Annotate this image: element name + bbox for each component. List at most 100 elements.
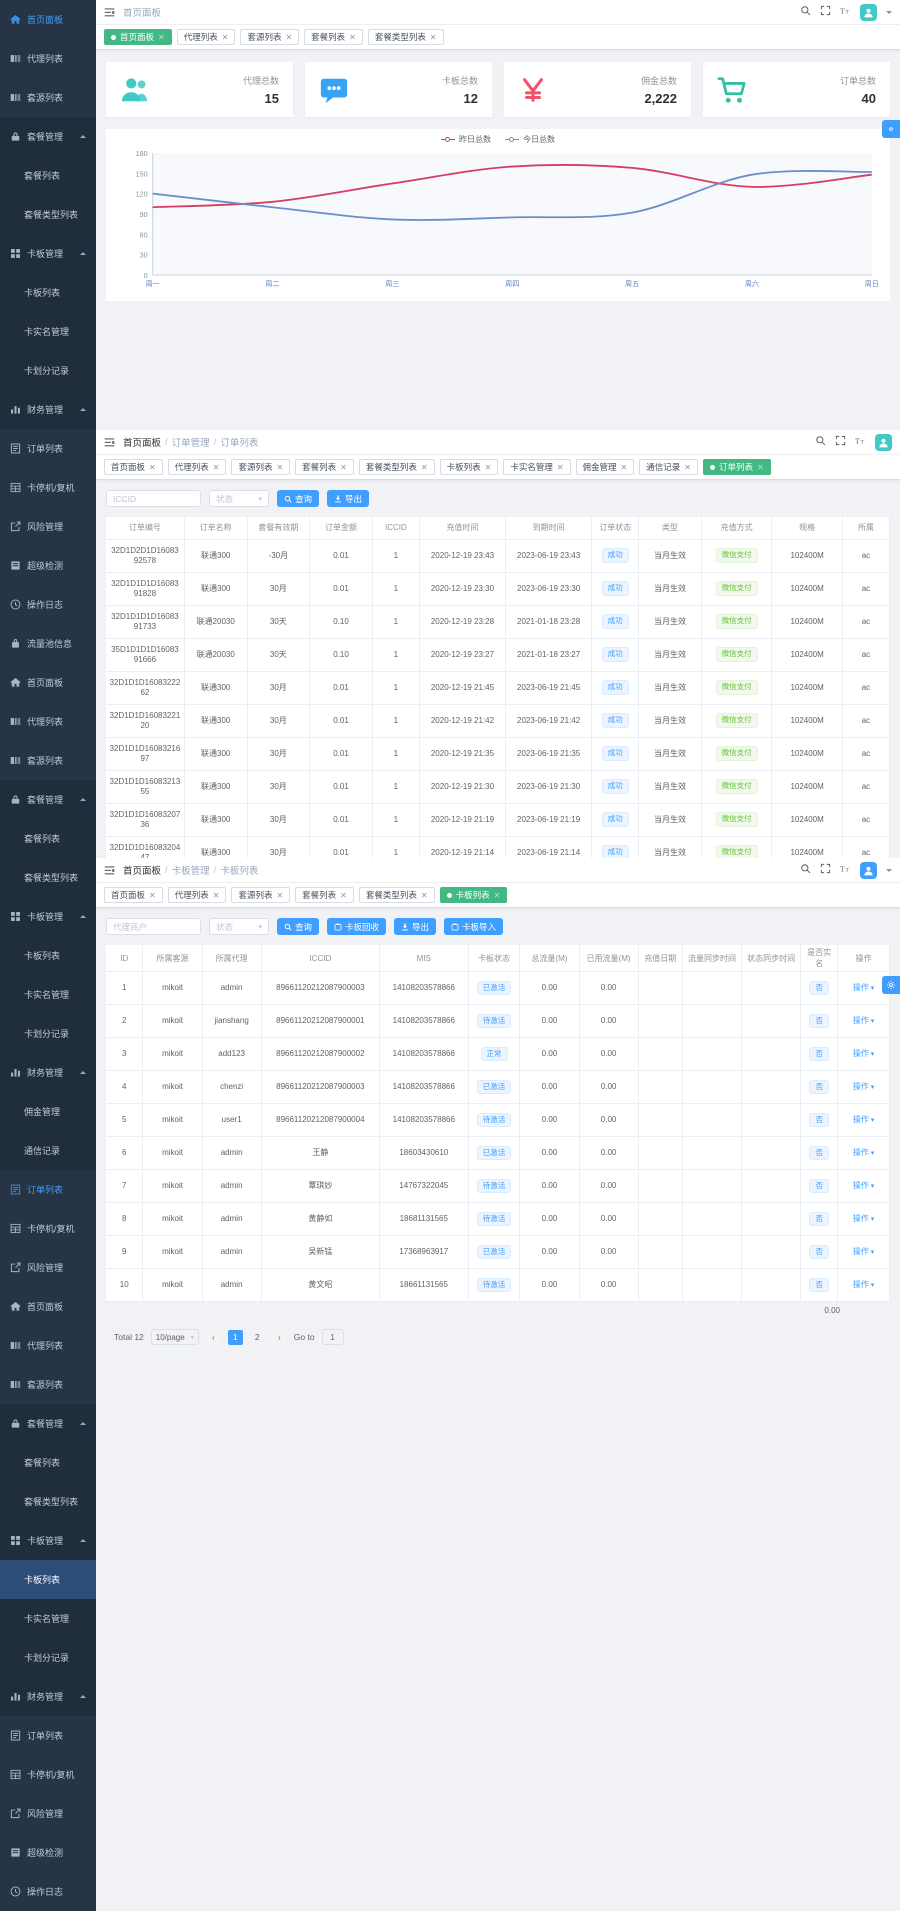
- tab-3[interactable]: 套餐列表 ✕: [304, 29, 363, 45]
- sidebar-item-8[interactable]: 卡实名管理: [0, 1599, 96, 1638]
- table-row[interactable]: 3 mikoit add123 89661120212087900002 1410820…: [106, 1037, 890, 1071]
- column-header[interactable]: 订单编号: [106, 517, 185, 540]
- sidebar-item-7[interactable]: 卡板列表: [0, 936, 96, 975]
- export-button[interactable]: 导出: [327, 490, 370, 507]
- tab-4[interactable]: 套餐类型列表 ✕: [367, 29, 444, 45]
- close-icon[interactable]: ✕: [493, 890, 501, 900]
- sidebar-item-5[interactable]: 套餐类型列表: [0, 195, 96, 234]
- column-header[interactable]: 充值方式: [701, 517, 773, 540]
- column-header[interactable]: ID: [106, 945, 144, 972]
- row-action-button[interactable]: 操作: [852, 1081, 869, 1091]
- sidebar-item-11[interactable]: 订单列表: [0, 1716, 96, 1755]
- sidebar-item-3[interactable]: 套餐管理: [0, 117, 96, 156]
- tab-2[interactable]: 套源列表 ✕: [231, 887, 291, 903]
- sidebar-item-2[interactable]: 套源列表: [0, 741, 96, 780]
- close-icon[interactable]: ✕: [221, 32, 229, 42]
- row-action-button[interactable]: 操作: [852, 982, 869, 992]
- column-header[interactable]: 充值时间: [419, 517, 507, 540]
- settings-gear-icon[interactable]: [882, 976, 900, 994]
- row-action-button[interactable]: 操作: [852, 1213, 869, 1223]
- table-row[interactable]: 32D1D1D1608320736 联通300 30月 0.01 1 2020-12-19…: [106, 803, 890, 837]
- sidebar-item-1[interactable]: 代理列表: [0, 1326, 96, 1365]
- column-header[interactable]: 总流量(M): [519, 945, 580, 972]
- chevron-down-icon[interactable]: ▾: [868, 1116, 875, 1124]
- row-action-button[interactable]: 操作: [852, 1180, 869, 1190]
- sidebar-item-5[interactable]: 套餐类型列表: [0, 1482, 96, 1521]
- column-header[interactable]: 状态同步时间: [741, 945, 802, 972]
- close-icon[interactable]: ✕: [556, 462, 564, 472]
- sidebar-item-14[interactable]: 超级检测: [0, 546, 96, 585]
- chevron-down-icon[interactable]: ▾: [868, 1182, 875, 1190]
- column-header[interactable]: 已用流量(M): [579, 945, 639, 972]
- tab-3[interactable]: 套餐列表 ✕: [295, 459, 354, 475]
- column-header[interactable]: 充值日期: [638, 945, 683, 972]
- sidebar-item-12[interactable]: 卡停机/复机: [0, 1755, 96, 1794]
- sidebar-item-4[interactable]: 套餐列表: [0, 819, 96, 858]
- page-number-1[interactable]: 1: [227, 1329, 243, 1345]
- sidebar-item-2[interactable]: 套源列表: [0, 78, 96, 117]
- tab-0[interactable]: 首页面板 ✕: [104, 887, 163, 903]
- sidebar-item-2[interactable]: 套源列表: [0, 1365, 96, 1404]
- column-header[interactable]: 所属: [842, 517, 890, 540]
- sidebar-item-3[interactable]: 套餐管理: [0, 1404, 96, 1443]
- chevron-down-icon[interactable]: ▾: [868, 1017, 875, 1025]
- table-row[interactable]: 10 mikoit admin 黄文昭 18661131565 待激活 0.00 0.00 否操…: [106, 1268, 890, 1302]
- tab-3[interactable]: 套餐列表 ✕: [295, 887, 354, 903]
- sidebar-item-4[interactable]: 套餐列表: [0, 156, 96, 195]
- fullscreen-icon[interactable]: [820, 863, 831, 877]
- sidebar-item-15[interactable]: 操作日志: [0, 585, 96, 624]
- legend-item-0[interactable]: 昨日总数: [441, 134, 491, 145]
- avatar[interactable]: [860, 861, 877, 879]
- close-icon[interactable]: ✕: [484, 462, 492, 472]
- close-icon[interactable]: ✕: [684, 462, 691, 472]
- sidebar-item-6[interactable]: 卡板管理: [0, 1521, 96, 1560]
- table-row[interactable]: 8 mikoit admin 黄静如 18681131565 待激活 0.00 0.00 否操作…: [106, 1202, 890, 1236]
- avatar[interactable]: [860, 3, 877, 21]
- sidebar-item-0[interactable]: 首页面板: [0, 663, 96, 702]
- table-row[interactable]: 32D1D1D1608322120 联通300 30月 0.01 1 2020-12-19…: [106, 704, 890, 738]
- sidebar-item-9[interactable]: 卡划分记录: [0, 1638, 96, 1677]
- column-header[interactable]: MIS: [379, 945, 469, 972]
- table-row[interactable]: 32D1D1D1608321697 联通300 30月 0.01 1 2020-12-19…: [106, 737, 890, 771]
- row-action-button[interactable]: 操作: [852, 1279, 869, 1289]
- chevron-down-icon[interactable]: ▾: [868, 1083, 875, 1091]
- sidebar-item-0[interactable]: 首页面板: [0, 1287, 96, 1326]
- chevron-down-icon[interactable]: ▾: [868, 1248, 875, 1256]
- chevron-down-icon[interactable]: ▾: [868, 984, 875, 992]
- search-icon[interactable]: [800, 863, 811, 877]
- chevron-down-icon[interactable]: ▾: [868, 1149, 875, 1157]
- iccid-input[interactable]: ICCID: [106, 490, 201, 507]
- page-size-select[interactable]: 10/page ▾: [150, 1329, 199, 1345]
- sidebar-item-0[interactable]: 首页面板: [0, 0, 96, 39]
- sidebar-item-5[interactable]: 套餐类型列表: [0, 858, 96, 897]
- chevron-down-icon[interactable]: ▾: [868, 1215, 875, 1223]
- tab-5[interactable]: 卡板列表 ✕: [439, 459, 499, 475]
- close-icon[interactable]: ✕: [285, 32, 293, 42]
- table-row[interactable]: 7 mikoit admin 覃琪妙 14767322045 待激活 0.00 0.00 否操作…: [106, 1169, 890, 1203]
- sidebar-item-11[interactable]: 佣金管理: [0, 1092, 96, 1131]
- column-header[interactable]: 操作: [837, 945, 890, 972]
- sidebar-item-10[interactable]: 财务管理: [0, 1677, 96, 1716]
- sidebar-item-7[interactable]: 卡板列表: [0, 273, 96, 312]
- table-row[interactable]: 2 mikoit jianshang 89661120212087900001 1410…: [106, 1004, 890, 1038]
- sidebar-item-1[interactable]: 代理列表: [0, 702, 96, 741]
- tab-1[interactable]: 代理列表 ✕: [176, 29, 236, 45]
- table-row[interactable]: 32D1D1D1608321355 联通300 30月 0.01 1 2020-12-19…: [106, 770, 890, 804]
- stat-card-1[interactable]: 卡板总数 12: [305, 62, 492, 117]
- tab-0[interactable]: 首页面板 ✕: [104, 29, 172, 45]
- close-icon[interactable]: ✕: [158, 32, 165, 42]
- search-icon[interactable]: [800, 5, 811, 19]
- table-row[interactable]: 32D1D1D1D1608391733 联通20030 30天 0.10 1 2020-1…: [106, 605, 890, 639]
- column-header[interactable]: 订单名称: [184, 517, 248, 540]
- sidebar-item-13[interactable]: 风险管理: [0, 507, 96, 546]
- recycle-button[interactable]: 卡板回收: [327, 918, 387, 935]
- row-action-button[interactable]: 操作: [852, 1015, 869, 1025]
- tab-7[interactable]: 佣金管理 ✕: [575, 459, 635, 475]
- breadcrumb-item-group[interactable]: 订单管理: [171, 438, 210, 449]
- goto-input[interactable]: 1: [321, 1329, 344, 1345]
- close-icon[interactable]: ✕: [340, 462, 347, 472]
- close-icon[interactable]: ✕: [620, 462, 628, 472]
- page-number-2[interactable]: 2: [254, 1332, 260, 1342]
- query-button[interactable]: 查询: [277, 490, 320, 507]
- table-row[interactable]: 9 mikoit admin 吴新锰 17368963917 已激活 0.00 0.00 否操作…: [106, 1235, 890, 1269]
